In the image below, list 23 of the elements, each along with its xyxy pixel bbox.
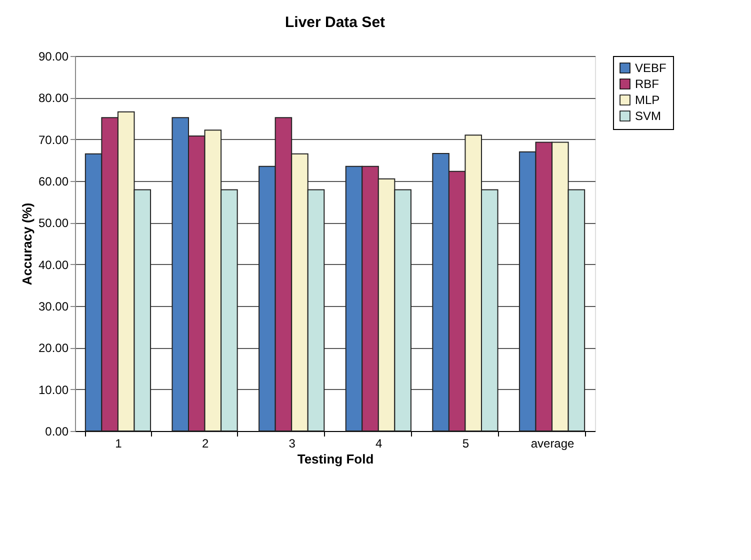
y-tick-label: 0.00 [45,424,69,438]
y-tick-label: 50.00 [38,216,69,230]
x-tick-label: 2 [202,436,209,450]
x-tick-label: 1 [115,436,122,450]
y-tick-label: 90.00 [38,50,69,64]
y-tick-label: 30.00 [38,300,69,314]
y-tick-label: 10.00 [38,382,69,397]
chart-title: Liver Data Set [284,14,386,31]
x-tick-label: 3 [288,436,296,450]
y-tick-label: 60.00 [38,174,69,188]
x-axis-title: Testing Fold [297,452,374,466]
x-tick-label: 4 [376,436,383,450]
y-tick-label: 40.00 [38,258,69,272]
y-tick-label: 70.00 [38,132,69,147]
y-tick-label: 80.00 [38,91,69,106]
x-tick-label: average [530,436,575,450]
legend-label: VEBF [635,61,666,75]
legend-label: SVM [635,109,662,123]
y-tick-label: 20.00 [38,341,69,356]
legend-label: RBF [635,77,659,91]
y-axis-title: Accuracy (%) [19,202,34,286]
x-tick-label: 5 [462,436,470,450]
legend-label: MLP [635,93,660,107]
